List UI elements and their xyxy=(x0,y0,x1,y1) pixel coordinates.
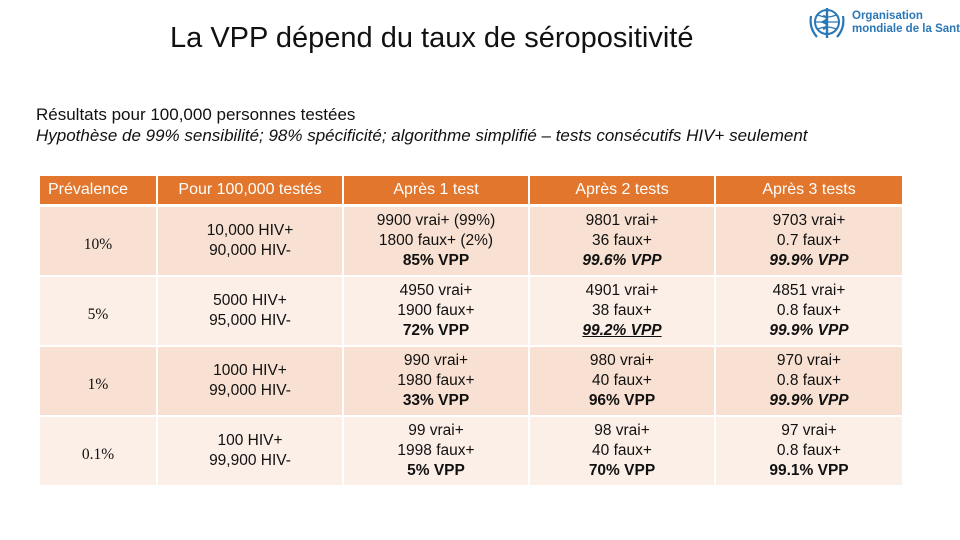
ppv-value: 99.1% VPP xyxy=(769,462,849,479)
test-2-cell: 980 vrai+ 40 faux+ 96% VPP xyxy=(530,347,716,417)
subtitle: Résultats pour 100,000 personnes testées… xyxy=(36,104,808,146)
cell-line: 97 vrai+ xyxy=(781,422,837,439)
tested-cell: 5000 HIV+ 95,000 HIV- xyxy=(158,277,344,347)
prevalence-value: 5% xyxy=(87,306,109,323)
cell-line: 0.7 faux+ xyxy=(776,232,842,249)
who-logo-text: Organisation mondiale de la Santé xyxy=(852,10,960,36)
table-row: 0.1% 100 HIV+ 99,900 HIV- 99 vrai+ 1998 … xyxy=(40,417,904,487)
cell-line: 90,000 HIV- xyxy=(209,242,291,259)
prevalence-cell: 1% xyxy=(40,347,158,417)
ppv-value: 99.9% VPP xyxy=(769,322,849,339)
table-row: 1% 1000 HIV+ 99,000 HIV- 990 vrai+ 1980 … xyxy=(40,347,904,417)
who-emblem-icon xyxy=(809,8,845,38)
logo-line-2: mondiale de la Santé xyxy=(852,23,960,35)
prevalence-value: 10% xyxy=(83,236,113,253)
table-row: 5% 5000 HIV+ 95,000 HIV- 4950 vrai+ 1900… xyxy=(40,277,904,347)
table-row: 10% 10,000 HIV+ 90,000 HIV- 9900 vrai+ (… xyxy=(40,207,904,277)
cell-line: 36 faux+ xyxy=(592,232,652,249)
cell-line: 4851 vrai+ xyxy=(772,282,846,299)
header-prevalence: Prévalence xyxy=(40,176,158,207)
test-3-cell: 9703 vrai+ 0.7 faux+ 99.9% VPP xyxy=(716,207,904,277)
ppv-value: 99.6% VPP xyxy=(582,252,662,269)
cell-line: 40 faux+ xyxy=(592,372,652,389)
ppv-value: 33% VPP xyxy=(402,392,470,409)
cell-line: 38 faux+ xyxy=(592,302,652,319)
subtitle-line-2: Hypothèse de 99% sensibilité; 98% spécif… xyxy=(36,126,808,145)
prevalence-cell: 10% xyxy=(40,207,158,277)
cell-line: 0.8 faux+ xyxy=(776,302,842,319)
cell-line: 1980 faux+ xyxy=(397,372,475,389)
ppv-value: 99.9% VPP xyxy=(769,392,849,409)
cell-line: 0.8 faux+ xyxy=(776,372,842,389)
test-1-cell: 9900 vrai+ (99%) 1800 faux+ (2%) 85% VPP xyxy=(344,207,530,277)
cell-line: 1800 faux+ (2%) xyxy=(378,232,494,249)
cell-line: 970 vrai+ xyxy=(776,352,842,369)
slide-title: La VPP dépend du taux de séropositivité xyxy=(170,22,694,54)
cell-line: 0.8 faux+ xyxy=(776,442,842,459)
cell-line: 10,000 HIV+ xyxy=(206,222,294,239)
cell-line: 990 vrai+ xyxy=(403,352,469,369)
test-3-cell: 4851 vrai+ 0.8 faux+ 99.9% VPP xyxy=(716,277,904,347)
who-logo: Organisation mondiale de la Santé xyxy=(806,4,960,44)
ppv-value: 5% VPP xyxy=(407,462,465,479)
cell-line: 9703 vrai+ xyxy=(772,212,846,229)
test-2-cell: 9801 vrai+ 36 faux+ 99.6% VPP xyxy=(530,207,716,277)
cell-line: 99,900 HIV- xyxy=(209,452,291,469)
ppv-table: Prévalence Pour 100,000 testés Après 1 t… xyxy=(40,176,904,487)
cell-line: 1000 HIV+ xyxy=(213,362,287,379)
logo-line-1: Organisation xyxy=(852,10,923,22)
prevalence-value: 0.1% xyxy=(81,446,115,463)
cell-line: 95,000 HIV- xyxy=(209,312,291,329)
test-1-cell: 990 vrai+ 1980 faux+ 33% VPP xyxy=(344,347,530,417)
ppv-value: 72% VPP xyxy=(402,322,470,339)
cell-line: 100 HIV+ xyxy=(217,432,283,449)
cell-line: 4901 vrai+ xyxy=(585,282,659,299)
subtitle-line-1: Résultats pour 100,000 personnes testées xyxy=(36,105,356,124)
prevalence-cell: 5% xyxy=(40,277,158,347)
header-test-2: Après 2 tests xyxy=(530,176,716,207)
cell-line: 980 vrai+ xyxy=(589,352,655,369)
cell-line: 9900 vrai+ (99%) xyxy=(376,212,496,229)
ppv-value: 99.9% VPP xyxy=(769,252,849,269)
cell-line: 9801 vrai+ xyxy=(585,212,659,229)
test-2-cell: 98 vrai+ 40 faux+ 70% VPP xyxy=(530,417,716,487)
header-test-1: Après 1 test xyxy=(344,176,530,207)
prevalence-value: 1% xyxy=(87,376,109,393)
cell-line: 1998 faux+ xyxy=(397,442,475,459)
test-1-cell: 4950 vrai+ 1900 faux+ 72% VPP xyxy=(344,277,530,347)
cell-line: 4950 vrai+ xyxy=(399,282,473,299)
cell-line: 1900 faux+ xyxy=(397,302,475,319)
tested-cell: 1000 HIV+ 99,000 HIV- xyxy=(158,347,344,417)
tested-cell: 10,000 HIV+ 90,000 HIV- xyxy=(158,207,344,277)
cell-line: 40 faux+ xyxy=(592,442,652,459)
ppv-value: 96% VPP xyxy=(588,392,656,409)
cell-line: 98 vrai+ xyxy=(594,422,650,439)
cell-line: 99,000 HIV- xyxy=(209,382,291,399)
test-2-cell: 4901 vrai+ 38 faux+ 99.2% VPP xyxy=(530,277,716,347)
test-1-cell: 99 vrai+ 1998 faux+ 5% VPP xyxy=(344,417,530,487)
prevalence-cell: 0.1% xyxy=(40,417,158,487)
ppv-value: 85% VPP xyxy=(402,252,470,269)
header-test-3: Après 3 tests xyxy=(716,176,904,207)
test-3-cell: 970 vrai+ 0.8 faux+ 99.9% VPP xyxy=(716,347,904,417)
cell-line: 99 vrai+ xyxy=(408,422,464,439)
tested-cell: 100 HIV+ 99,900 HIV- xyxy=(158,417,344,487)
header-tested: Pour 100,000 testés xyxy=(158,176,344,207)
ppv-value: 99.2% VPP xyxy=(582,322,662,339)
ppv-value: 70% VPP xyxy=(588,462,656,479)
cell-line: 5000 HIV+ xyxy=(213,292,287,309)
test-3-cell: 97 vrai+ 0.8 faux+ 99.1% VPP xyxy=(716,417,904,487)
table-header-row: Prévalence Pour 100,000 testés Après 1 t… xyxy=(40,176,904,207)
